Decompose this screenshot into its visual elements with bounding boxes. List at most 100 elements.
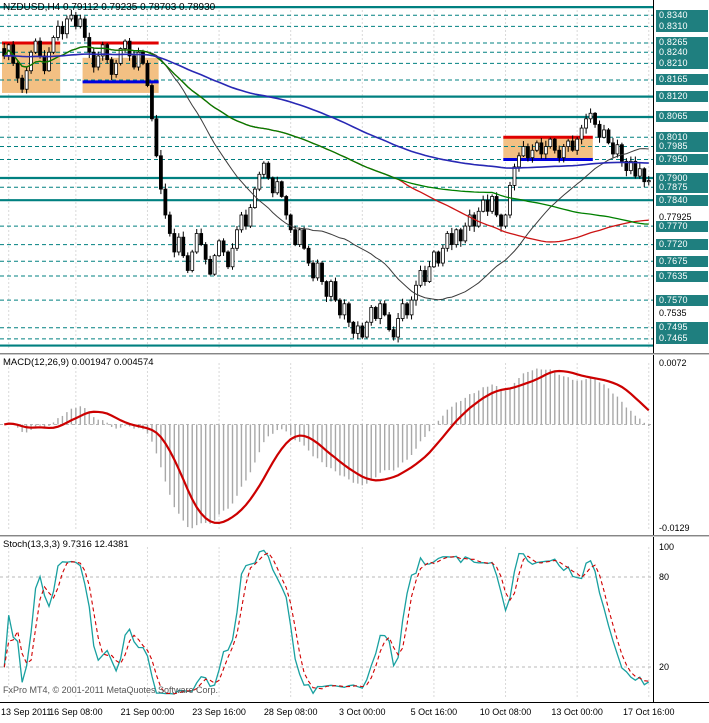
candle-body	[51, 37, 56, 53]
price-level-badge: 0.7495	[656, 322, 708, 334]
candle-body	[42, 55, 47, 72]
price-axis[interactable]: 0.8340 0.8310 0.8265 0.8240 0.8210 0.8165 0.81…	[654, 0, 709, 702]
price-scale-label: 0.7535	[659, 307, 687, 318]
candle-body	[467, 214, 472, 227]
price-scale-label: 0.77925	[659, 212, 692, 223]
candle-body	[311, 262, 315, 279]
candle-body	[167, 214, 172, 234]
candle-body	[172, 233, 177, 253]
candle-body	[620, 144, 624, 162]
candle-body	[543, 146, 548, 155]
price-level-badge: 0.8010	[656, 131, 708, 143]
candle-body	[633, 160, 638, 177]
candle-body	[387, 314, 392, 331]
candle-body	[141, 51, 145, 64]
candle-body	[517, 155, 521, 168]
candle-body	[279, 181, 284, 197]
candle-body	[346, 303, 351, 323]
candle-body	[369, 307, 374, 323]
time-axis[interactable]: 13 Sep 2011 16 Sep 08:00 21 Sep 00:00 23 Se…	[0, 702, 709, 723]
candle-body	[221, 240, 226, 253]
candle-body	[33, 40, 38, 53]
panel-divider-stoch[interactable]	[0, 535, 709, 537]
candle-body	[427, 266, 432, 282]
candle-body	[436, 251, 441, 264]
candle-body	[2, 48, 7, 57]
candle-body	[158, 155, 163, 190]
stoch-signal-line	[3, 552, 649, 695]
candle-body	[261, 162, 266, 175]
candle-body	[284, 196, 289, 216]
candle-body	[548, 138, 553, 147]
candle-body	[342, 303, 347, 316]
price-scale-label: -0.0129	[659, 522, 690, 533]
macd-signal-line	[4, 369, 650, 524]
candle-body	[324, 281, 329, 297]
candle-body	[145, 62, 150, 86]
candle-body	[56, 25, 60, 38]
candle-body	[561, 146, 566, 159]
candle-body	[646, 180, 651, 183]
candle-body	[136, 51, 141, 68]
candle-body	[606, 129, 611, 144]
price-level-badge: 0.7570	[656, 294, 708, 306]
candle-body	[570, 140, 575, 151]
candle-body	[82, 18, 87, 38]
candle-body	[226, 251, 230, 268]
price-scale-label: 0.0072	[659, 357, 687, 368]
candle-body	[552, 138, 557, 151]
candle-body	[494, 196, 499, 216]
candle-body	[203, 244, 208, 260]
candle-body	[275, 181, 280, 194]
candle-body	[302, 229, 307, 249]
candle-body	[100, 44, 105, 57]
candle-body	[579, 127, 584, 140]
candle-body	[423, 270, 427, 282]
candle-body	[476, 210, 481, 227]
candle-body	[235, 229, 239, 249]
candle-body	[60, 25, 65, 35]
time-tick-label: 21 Sep 00:00	[120, 707, 175, 717]
candle-body	[118, 48, 123, 64]
candle-body	[400, 303, 405, 319]
panel-divider-macd[interactable]	[0, 353, 709, 355]
stoch-main-line	[3, 549, 650, 695]
candle-body	[217, 240, 221, 257]
candle-body	[24, 70, 29, 90]
candle-body	[270, 177, 275, 194]
candle-body	[637, 168, 642, 177]
candle-body	[73, 14, 78, 27]
candle-body	[539, 142, 544, 155]
candle-body	[181, 236, 186, 257]
price-level-badge: 0.8265	[656, 37, 708, 49]
candle-body	[69, 14, 74, 20]
stoch-indicator-label: Stoch(13,3,3) 9.7316 12.4381	[3, 539, 129, 550]
consolidation-box[interactable]	[503, 137, 593, 160]
candle-body	[123, 40, 127, 49]
candle-body	[306, 247, 311, 264]
candle-body	[405, 303, 409, 316]
time-tick-label: 23 Sep 16:00	[192, 707, 246, 717]
candle-body	[297, 229, 302, 245]
candle-body	[333, 281, 338, 301]
moving-average-190	[4, 53, 649, 169]
candle-body	[65, 18, 69, 35]
candle-body	[378, 303, 383, 319]
candle-body	[485, 199, 490, 212]
price-scale-label: 20	[659, 661, 670, 672]
candle-body	[432, 251, 436, 268]
candle-body	[588, 112, 593, 120]
candle-body	[445, 233, 450, 249]
candle-body	[154, 118, 159, 157]
time-tick-label: 28 Sep 08:00	[263, 707, 318, 717]
price-level-badge: 0.7770	[656, 220, 708, 232]
candle-body	[320, 262, 324, 282]
candle-body	[288, 214, 293, 231]
candle-body	[396, 318, 401, 338]
candle-body	[212, 255, 217, 275]
candle-body	[105, 44, 110, 61]
candle-body	[29, 51, 33, 72]
price-level-badge: 0.8340	[656, 9, 708, 21]
candle-body	[611, 142, 615, 155]
